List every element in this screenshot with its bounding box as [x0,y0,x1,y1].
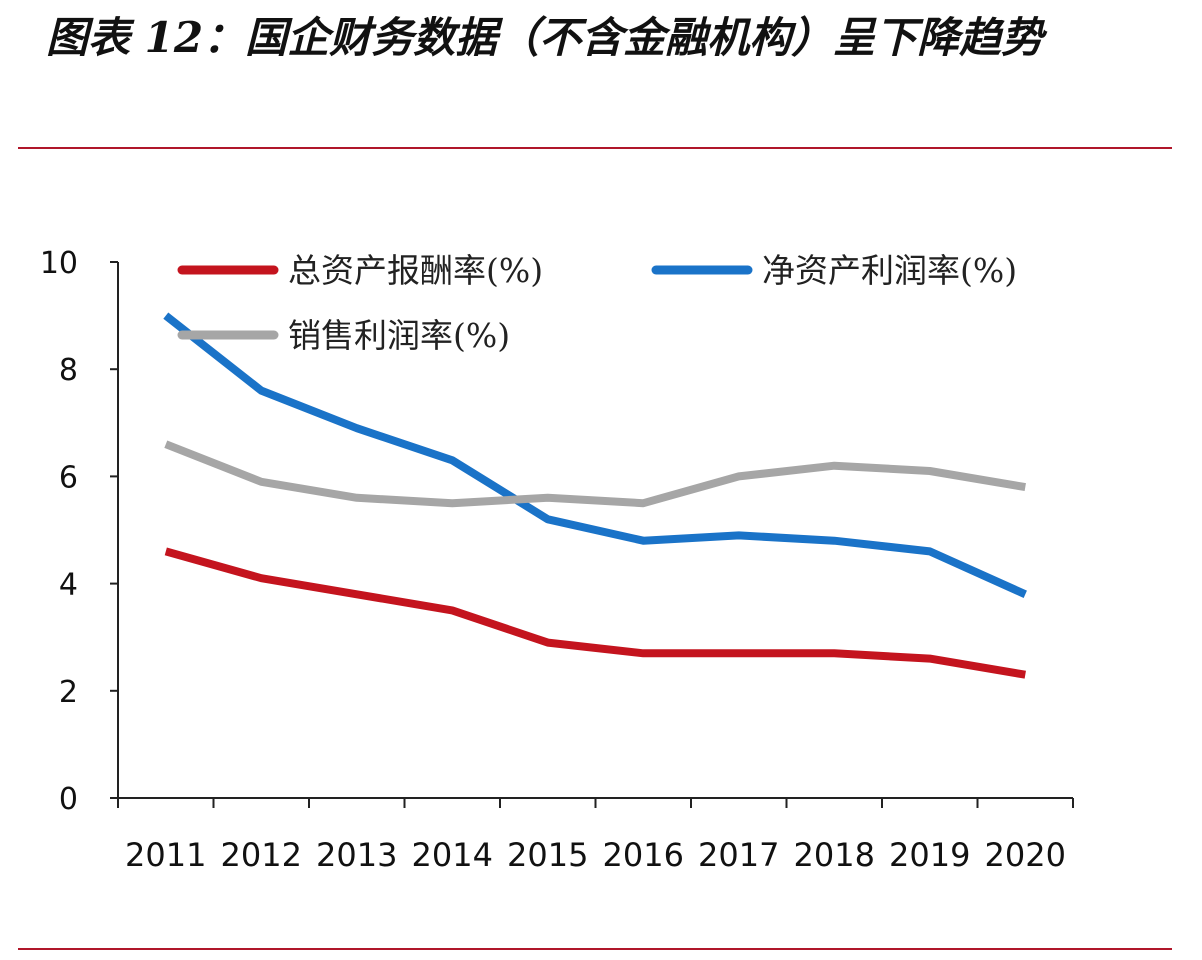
series-line-3 [164,440,1026,508]
x-axis-ticks: 2011 2012 2013 2014 2015 2016 2017 2018 2019 2020 [117,798,1074,874]
y-tick-label: 6 [59,460,78,495]
y-tick-label: 10 [40,246,78,281]
chart-title: 图表 12：国企财务数据（不含金融机构）呈下降趋势 [46,13,1044,62]
y-axis-ticks: 0 2 4 6 8 10 [40,246,118,817]
legend-label-2: 净资产利润率(%) [762,251,1017,290]
x-tick-label: 2017 [698,836,779,874]
x-tick-label: 2018 [794,836,875,874]
series-lines [163,312,1027,679]
legend-label-1: 总资产报酬率(%) [288,251,543,290]
y-tick-label: 4 [59,568,78,603]
x-tick-label: 2014 [412,836,493,874]
x-tick-label: 2015 [507,836,588,874]
x-tick-label: 2012 [221,836,302,874]
y-tick-label: 8 [59,353,78,388]
x-tick-label: 2020 [985,836,1066,874]
legend-label-3: 销售利润率(%) [288,316,510,355]
y-tick-label: 2 [59,675,78,710]
bottom-divider [18,948,1172,950]
x-tick-label: 2011 [125,836,206,874]
series-line-2 [163,312,1027,598]
series-line-1 [164,547,1026,679]
y-tick-label: 0 [59,782,78,817]
title-divider [18,147,1172,149]
legend: 总资产报酬率(%) 净资产利润率(%) 销售利润率(%) [177,251,1017,355]
x-tick-label: 2013 [316,836,397,874]
x-tick-label: 2016 [603,836,684,874]
x-tick-label: 2019 [889,836,970,874]
